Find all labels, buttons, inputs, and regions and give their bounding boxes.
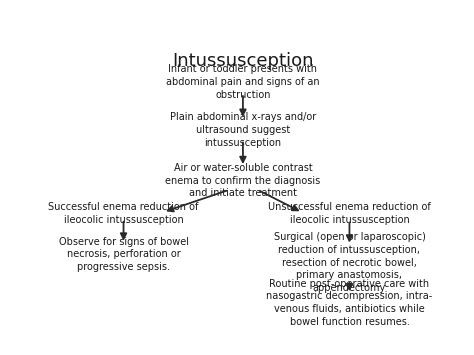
Text: Plain abdominal x-rays and/or
ultrasound suggest
intussusception: Plain abdominal x-rays and/or ultrasound… [170,112,316,148]
Text: Observe for signs of bowel
necrosis, perforation or
progressive sepsis.: Observe for signs of bowel necrosis, per… [58,237,189,272]
Text: Intussusception: Intussusception [172,52,314,70]
Text: Routine post-operative care with
nasogastric decompression, intra-
venous fluids: Routine post-operative care with nasogas… [266,279,433,327]
Text: Air or water-soluble contrast
enema to confirm the diagnosis
and initiate treatm: Air or water-soluble contrast enema to c… [165,163,320,198]
Text: Unsuccessful enema reduction of
ileocolic intussusception: Unsuccessful enema reduction of ileocoli… [268,202,431,225]
Text: Successful enema reduction of
ileocolic intussusception: Successful enema reduction of ileocolic … [48,202,199,225]
Text: Surgical (open or laparoscopic)
reduction of intussusception,
resection of necro: Surgical (open or laparoscopic) reductio… [273,232,425,293]
Text: Infant or toddler presents with
abdominal pain and signs of an
obstruction: Infant or toddler presents with abdomina… [166,65,320,100]
